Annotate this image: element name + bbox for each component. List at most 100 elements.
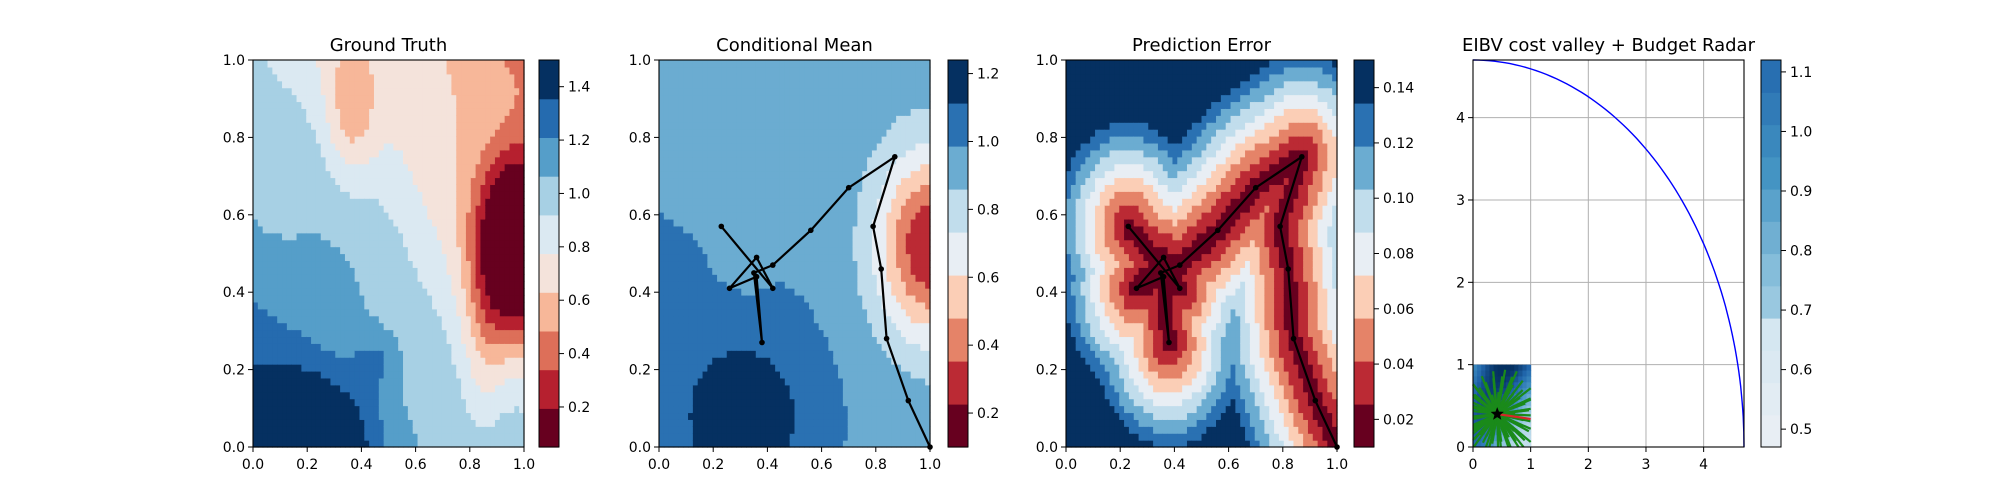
heatmap-cell xyxy=(504,205,511,213)
heatmap-cell xyxy=(378,370,385,379)
heatmap-cell xyxy=(514,315,520,324)
heatmap-cell xyxy=(514,94,520,103)
heatmap-cell xyxy=(692,274,699,282)
heatmap-cell xyxy=(702,163,708,172)
heatmap-cell xyxy=(702,433,708,441)
heatmap-cell xyxy=(770,191,776,199)
heatmap-cell xyxy=(514,405,520,414)
heatmap-cell xyxy=(436,225,443,234)
heatmap-cell xyxy=(393,364,399,372)
heatmap-cell xyxy=(417,336,423,344)
heatmap-cell xyxy=(475,108,482,116)
heatmap-cell xyxy=(721,391,728,400)
heatmap-cell xyxy=(726,377,733,386)
heatmap-cell xyxy=(432,156,438,165)
heatmap-cell xyxy=(330,412,336,420)
heatmap-cell xyxy=(262,412,269,420)
heatmap-cell xyxy=(750,73,757,82)
heatmap-cell xyxy=(436,405,443,414)
heatmap-cell xyxy=(775,419,781,427)
heatmap-cell xyxy=(388,336,394,344)
heatmap-cell xyxy=(373,281,380,289)
heatmap-cell xyxy=(417,412,423,420)
heatmap-cell xyxy=(436,198,443,206)
heatmap-cell xyxy=(335,232,341,241)
heatmap-cell xyxy=(746,218,752,227)
heatmap-cell xyxy=(784,170,791,179)
heatmap-cell xyxy=(659,108,665,116)
heatmap-cell xyxy=(427,170,433,179)
heatmap-cell xyxy=(335,205,341,213)
heatmap-cell xyxy=(659,66,665,75)
heatmap-cell xyxy=(809,198,815,206)
heatmap-cell xyxy=(514,184,520,192)
heatmap-cell xyxy=(441,405,448,414)
heatmap-cell xyxy=(320,412,327,420)
heatmap-cell xyxy=(432,405,438,414)
heatmap-cell xyxy=(775,343,781,351)
heatmap-cell xyxy=(692,253,699,262)
heatmap-cell xyxy=(673,122,679,130)
heatmap-cell xyxy=(286,370,293,379)
heatmap-cell xyxy=(422,163,428,172)
heatmap-cell xyxy=(262,163,269,172)
heatmap-cell xyxy=(804,288,810,296)
heatmap-cell xyxy=(659,433,665,441)
heatmap-cell xyxy=(794,440,800,448)
heatmap-cell xyxy=(750,142,757,151)
heatmap-cell xyxy=(721,239,728,248)
heatmap-cell xyxy=(504,239,511,248)
heatmap-cell xyxy=(663,87,670,96)
heatmap-cell xyxy=(315,198,322,206)
heatmap-cell xyxy=(253,108,259,116)
heatmap-cell xyxy=(760,198,767,206)
heatmap-cell xyxy=(504,60,511,68)
heatmap-cell xyxy=(499,156,506,165)
heatmap-cell xyxy=(755,108,762,116)
heatmap-cell xyxy=(320,156,327,165)
heatmap-cell xyxy=(412,357,419,365)
heatmap-cell xyxy=(765,315,771,324)
heatmap-cell xyxy=(286,391,293,400)
heatmap-cell xyxy=(789,101,796,109)
heatmap-cell xyxy=(349,60,356,68)
heatmap-cell xyxy=(330,419,336,427)
heatmap-cell xyxy=(427,343,433,351)
heatmap-cell xyxy=(470,294,477,303)
heatmap-cell xyxy=(668,281,675,289)
heatmap-cell xyxy=(388,288,394,296)
heatmap-cell xyxy=(388,170,394,179)
heatmap-cell xyxy=(315,212,322,220)
heatmap-cell xyxy=(490,267,496,275)
heatmap-cell xyxy=(775,364,781,372)
heatmap-cell xyxy=(446,108,453,116)
heatmap-cell xyxy=(750,343,757,351)
heatmap-cell xyxy=(485,101,491,109)
heatmap-cell xyxy=(393,73,399,82)
heatmap-cell xyxy=(262,108,269,116)
heatmap-cell xyxy=(407,87,414,96)
heatmap-cell xyxy=(436,322,443,331)
heatmap-cell xyxy=(344,122,351,130)
heatmap-cell xyxy=(726,177,733,185)
heatmap-cell xyxy=(311,398,317,407)
heatmap-cell xyxy=(272,239,278,248)
heatmap-cell xyxy=(692,212,699,220)
heatmap-cell xyxy=(470,136,477,144)
heatmap-cell xyxy=(485,260,491,268)
heatmap-cell xyxy=(427,288,433,296)
heatmap-cell xyxy=(499,308,506,317)
heatmap-cell xyxy=(731,156,738,165)
heatmap-cell xyxy=(427,426,433,434)
heatmap-cell xyxy=(731,426,738,434)
heatmap-cell xyxy=(726,253,733,262)
heatmap-cell xyxy=(688,260,694,268)
heatmap-cell xyxy=(784,426,791,434)
heatmap-cell xyxy=(349,364,356,372)
heatmap-cell xyxy=(422,142,428,151)
heatmap-cell xyxy=(253,433,259,441)
heatmap-cell xyxy=(306,377,312,386)
heatmap-cell xyxy=(349,205,356,213)
heatmap-cell xyxy=(340,274,346,282)
heatmap-cell xyxy=(726,149,733,158)
